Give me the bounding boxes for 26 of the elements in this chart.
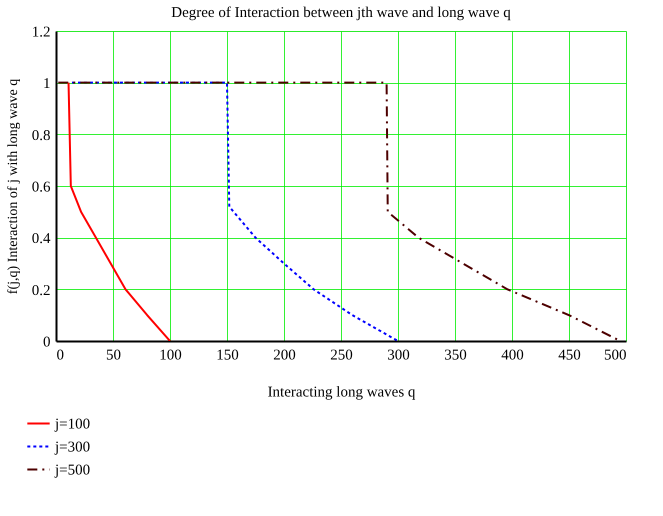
x-tick-label: 300 xyxy=(387,348,410,364)
legend-label: j=100 xyxy=(54,416,90,432)
y-tick-label: 0 xyxy=(43,334,50,350)
chart-title: Degree of Interaction between jth wave and long wave q xyxy=(171,5,512,21)
y-tick-label: 0.4 xyxy=(32,231,51,248)
y-tick-label: 1.2 xyxy=(32,24,50,40)
y-tick-label: 1 xyxy=(43,76,50,92)
y-axis-title: f(j,q) Interaction of j with long wave q xyxy=(6,78,21,294)
y-tick-label: 0.2 xyxy=(32,282,50,299)
x-tick-label: 150 xyxy=(216,348,239,364)
x-tick-label: 200 xyxy=(273,348,296,364)
x-tick-label: 50 xyxy=(106,348,121,364)
legend-label: j=300 xyxy=(54,440,90,456)
y-tick-label: 0.6 xyxy=(32,180,51,196)
line-series xyxy=(70,82,399,341)
line-series xyxy=(68,82,171,341)
y-tick-label: 0.8 xyxy=(32,128,50,144)
x-tick-label: 400 xyxy=(501,348,524,364)
x-axis-title: Interacting long waves q xyxy=(268,384,416,400)
x-tick-label: 450 xyxy=(558,348,581,364)
legend-label: j=500 xyxy=(54,462,90,478)
x-tick-label: 500 xyxy=(604,348,626,364)
x-tick-label: 250 xyxy=(330,348,353,364)
x-tick-label: 0 xyxy=(56,348,64,364)
x-tick-label: 350 xyxy=(444,348,467,364)
x-tick-label: 100 xyxy=(159,348,182,364)
